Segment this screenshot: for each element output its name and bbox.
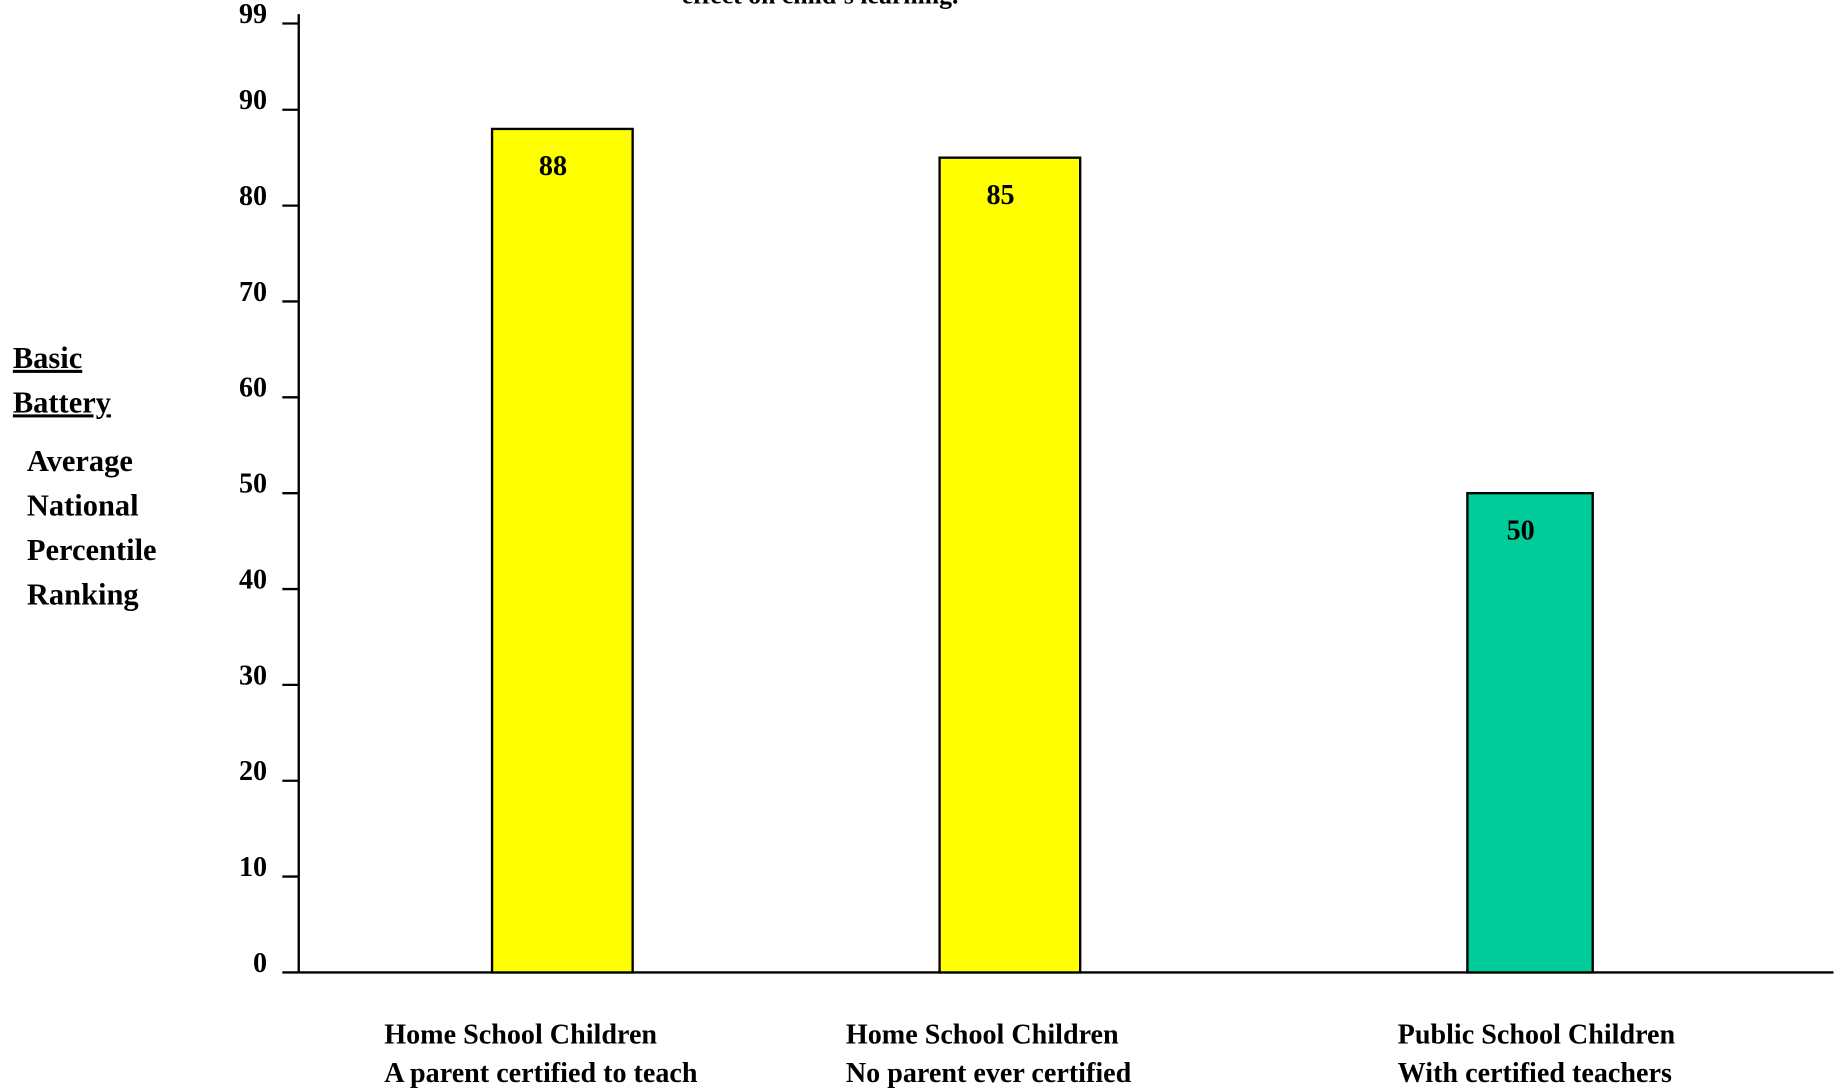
y-tick-label: 20 — [239, 756, 267, 787]
x-tick-label: A parent certified to teach — [384, 1058, 698, 1089]
y-axis-label: National — [27, 488, 139, 522]
y-tick-label: 30 — [239, 660, 267, 691]
value-label: 85 — [986, 180, 1014, 211]
y-tick-label: 40 — [239, 564, 267, 595]
x-tick-label: Home School Children — [384, 1019, 657, 1050]
x-tick-label: Public School Children — [1398, 1019, 1676, 1050]
y-axis-label: Percentile — [27, 533, 157, 567]
x-tick-label: Home School Children — [846, 1019, 1119, 1050]
bar — [938, 156, 1082, 974]
value-label: 50 — [1507, 515, 1535, 546]
y-tick-label: 90 — [239, 85, 267, 116]
y-axis-label: Basic — [13, 341, 82, 375]
chart-title: effect on child’s learning. — [682, 0, 959, 10]
bar — [1466, 492, 1594, 974]
y-tick-label: 50 — [239, 469, 267, 500]
y-tick-label: 0 — [253, 948, 267, 979]
y-axis-label: Average — [27, 444, 133, 478]
y-tick-label: 70 — [239, 277, 267, 308]
y-tick-label: 99 — [239, 0, 267, 30]
y-tick-label: 10 — [239, 852, 267, 883]
y-tick-label: 60 — [239, 373, 267, 404]
y-tick-label: 80 — [239, 181, 267, 212]
x-tick-label: With certified teachers — [1398, 1058, 1672, 1089]
y-axis-label: Battery — [13, 385, 111, 419]
x-tick-label: No parent ever certified — [846, 1058, 1132, 1089]
bar — [490, 127, 634, 974]
y-axis-label: Ranking — [27, 578, 139, 612]
value-label: 88 — [539, 151, 567, 182]
